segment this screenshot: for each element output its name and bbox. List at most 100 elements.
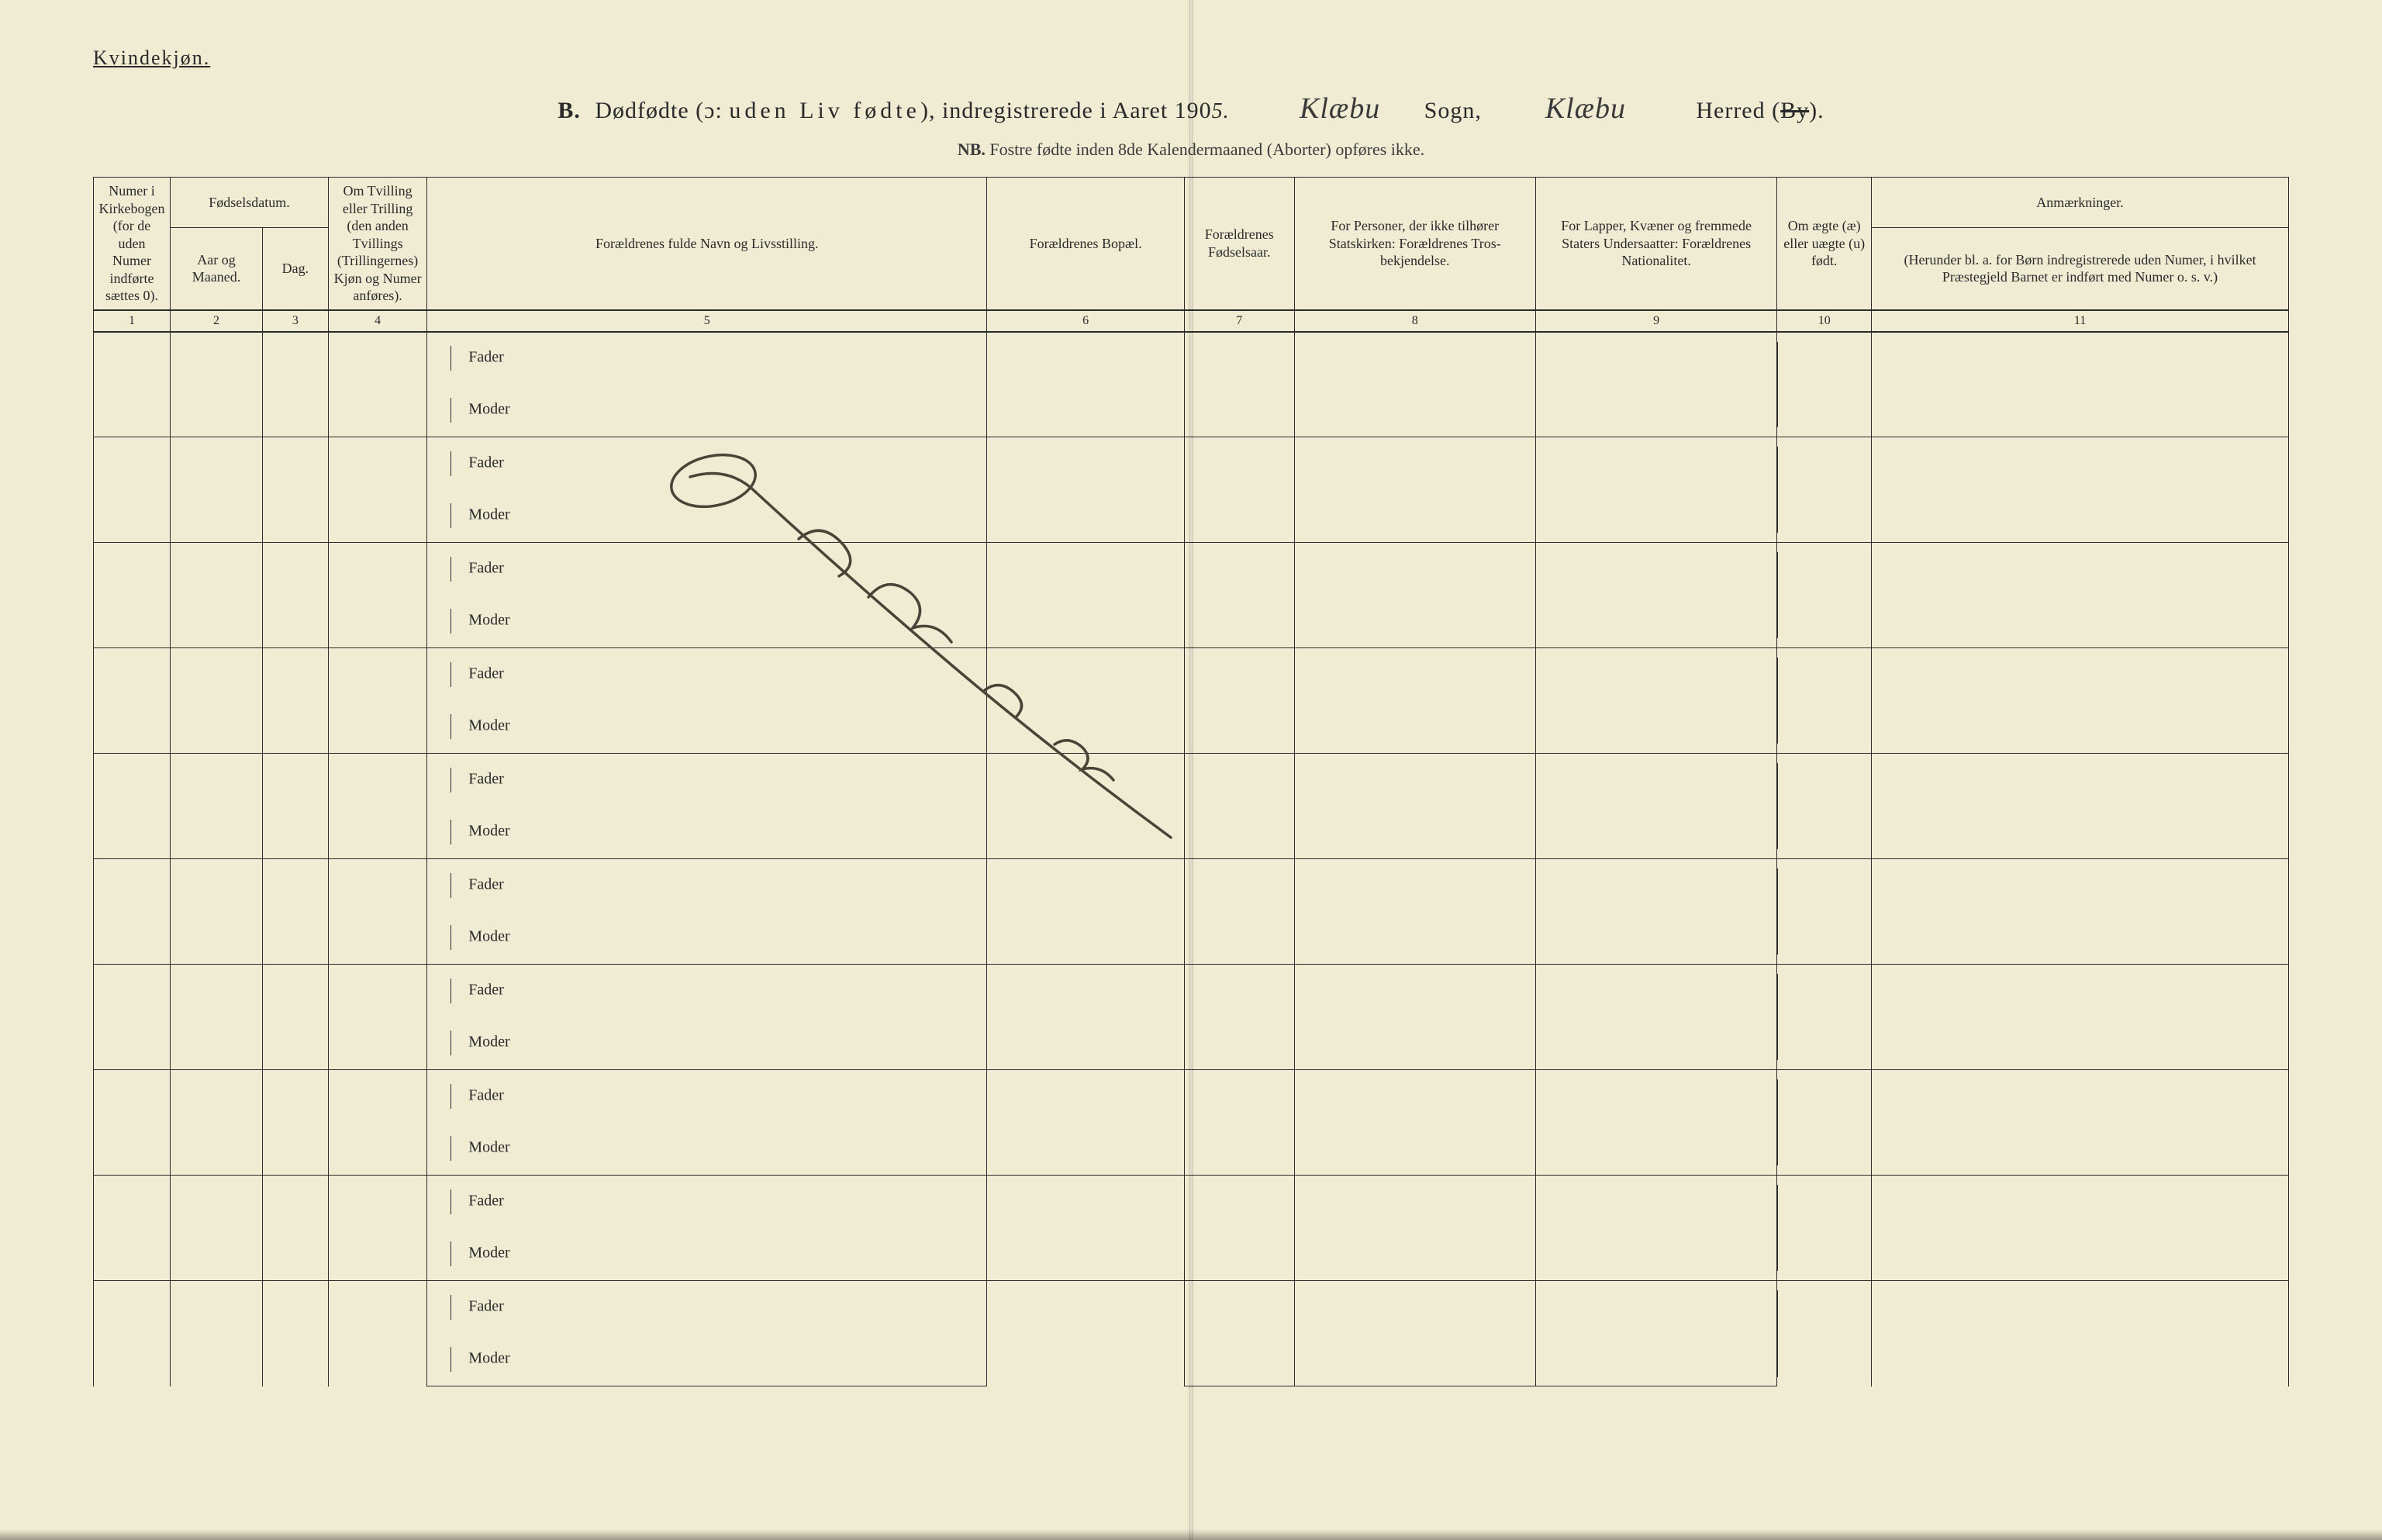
cell (1294, 701, 1535, 754)
cell (1872, 1070, 2289, 1176)
cell (1535, 385, 1776, 437)
cell (262, 332, 328, 437)
cell (328, 754, 426, 859)
cell (171, 1176, 263, 1281)
cell (1535, 1123, 1776, 1176)
cell (1777, 965, 1872, 1070)
cell (1184, 1228, 1294, 1281)
colnum: 10 (1777, 310, 1872, 332)
cell (1777, 1070, 1872, 1176)
cell (1777, 1176, 1872, 1281)
cell (987, 332, 1185, 437)
cell (1535, 701, 1776, 754)
cell (1294, 1228, 1535, 1281)
cell (1294, 596, 1535, 648)
cell (171, 648, 263, 754)
cell (1184, 648, 1294, 701)
cell (171, 1281, 263, 1386)
title-main-b: ), indregistrerede i Aaret 190 (920, 98, 1212, 123)
role-mother: Moder (427, 1334, 987, 1386)
cell (1535, 437, 1776, 490)
cell (987, 859, 1185, 965)
cell (1777, 859, 1872, 965)
cell (94, 437, 171, 543)
cell (94, 332, 171, 437)
cell (171, 543, 263, 648)
cell (1294, 490, 1535, 543)
cell (1535, 332, 1776, 385)
col-header-8: For Personer, der ikke tilhører Statskir… (1294, 178, 1535, 310)
cell (1777, 543, 1872, 648)
cell (328, 543, 426, 648)
cell (1777, 754, 1872, 859)
cell (1872, 332, 2289, 437)
role-father: Fader (427, 437, 987, 490)
cell (1535, 859, 1776, 912)
cell (1872, 859, 2289, 965)
cell (1294, 543, 1535, 596)
cell (1184, 965, 1294, 1017)
title-main-a: Dødfødte (ɔ: (595, 98, 729, 123)
cell (171, 965, 263, 1070)
cell (1184, 543, 1294, 596)
cell (171, 859, 263, 965)
cell (1184, 1281, 1294, 1334)
colnum: 3 (262, 310, 328, 332)
cell (1184, 385, 1294, 437)
cell (987, 543, 1185, 648)
cell (94, 1070, 171, 1176)
cell (1294, 437, 1535, 490)
role-mother: Moder (427, 385, 987, 437)
cell (171, 754, 263, 859)
cell (328, 965, 426, 1070)
herred-label: Herred (By). (1696, 98, 1824, 123)
cell (1184, 1123, 1294, 1176)
cell (1184, 754, 1294, 806)
cell (1777, 648, 1872, 754)
role-father: Fader (427, 1281, 987, 1334)
cell (1777, 332, 1872, 437)
title-prefix: B. (558, 98, 581, 123)
role-mother: Moder (427, 806, 987, 859)
cell (1184, 437, 1294, 490)
cell (1294, 1334, 1535, 1386)
role-father: Fader (427, 332, 987, 385)
cell (94, 1281, 171, 1386)
cell (987, 648, 1185, 754)
col-header-3: Dag. (262, 227, 328, 309)
cell (171, 1070, 263, 1176)
cell (1184, 490, 1294, 543)
cell (94, 859, 171, 965)
col-header-7: For­ældrenes Fødsels­aar. (1184, 178, 1294, 310)
cell (1294, 806, 1535, 859)
cell (328, 859, 426, 965)
cell (1535, 490, 1776, 543)
cell (262, 965, 328, 1070)
cell (1777, 437, 1872, 543)
cell (1535, 1176, 1776, 1228)
cell (171, 437, 263, 543)
cell (1294, 648, 1535, 701)
year-suffix: 5. (1212, 99, 1230, 123)
colnum: 11 (1872, 310, 2289, 332)
col-header-1: Numer i Kirke­bogen (for de uden Numer i… (94, 178, 171, 310)
cell (1535, 1281, 1776, 1334)
cell (1535, 754, 1776, 806)
cell (328, 332, 426, 437)
cell (1184, 332, 1294, 385)
colnum: 1 (94, 310, 171, 332)
role-mother: Moder (427, 1017, 987, 1070)
cell (1872, 648, 2289, 754)
colnum: 8 (1294, 310, 1535, 332)
cell (1294, 859, 1535, 912)
subtitle-rest: Fostre fødte inden 8de Kalendermaaned (A… (989, 140, 1424, 159)
colnum: 5 (427, 310, 987, 332)
cell (1535, 648, 1776, 701)
role-father: Fader (427, 859, 987, 912)
cell (1872, 1176, 2289, 1281)
cell (1184, 596, 1294, 648)
colnum: 7 (1184, 310, 1294, 332)
cell (328, 648, 426, 754)
cell (328, 1070, 426, 1176)
cell (262, 437, 328, 543)
